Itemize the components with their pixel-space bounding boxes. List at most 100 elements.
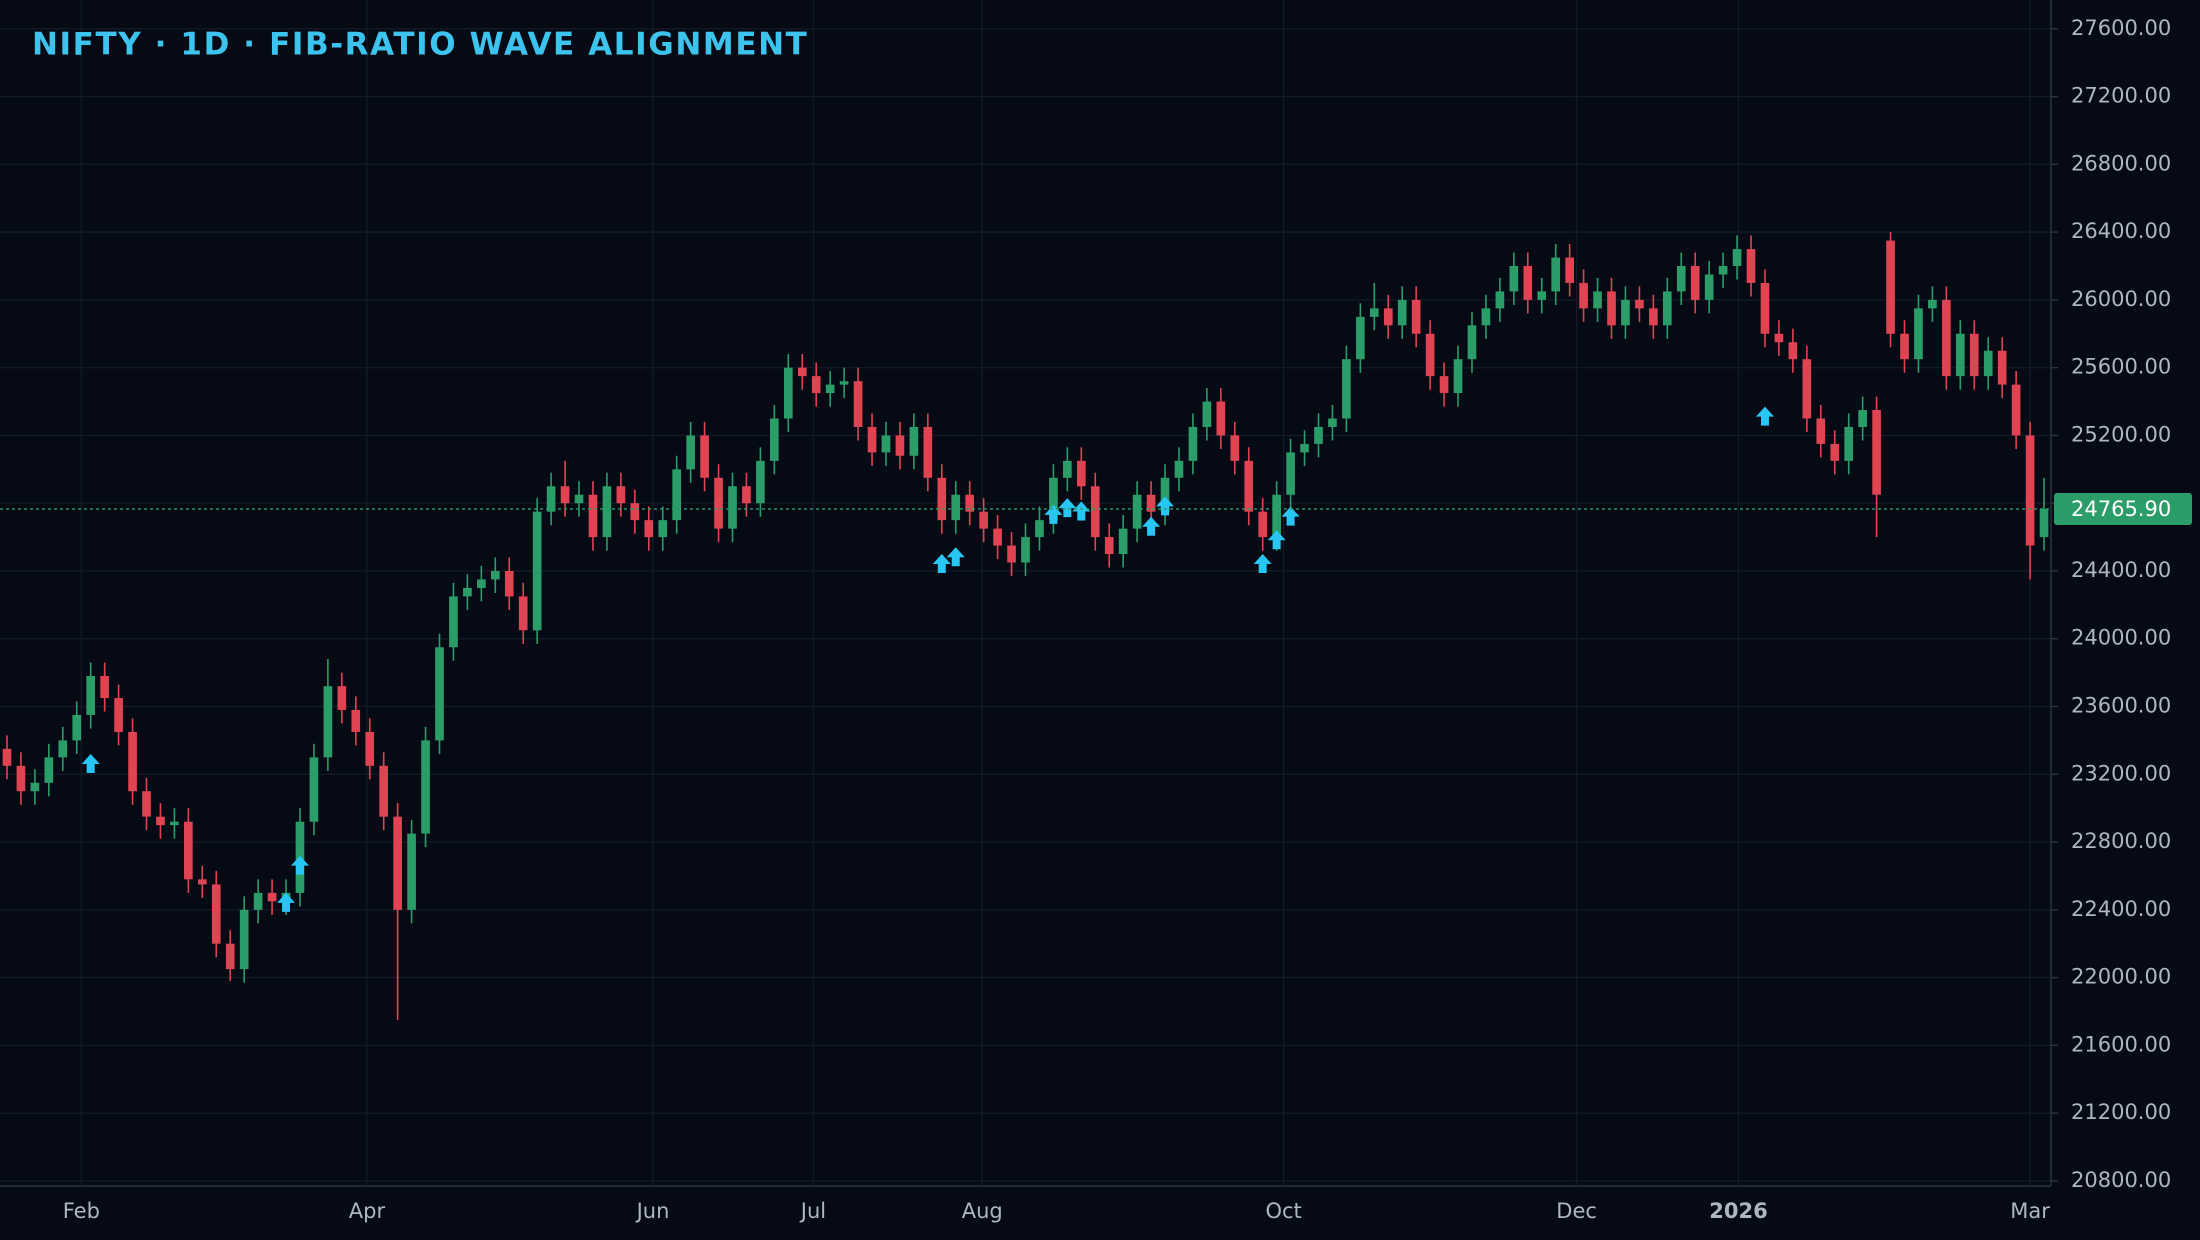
signal-arrow bbox=[277, 892, 296, 912]
candle-body bbox=[114, 698, 123, 732]
candle-body bbox=[1188, 426, 1198, 461]
candle-body bbox=[1690, 266, 1700, 300]
candle-body bbox=[477, 579, 486, 588]
candle-body bbox=[435, 647, 444, 741]
signal-arrow bbox=[1253, 554, 1272, 574]
last-price-box bbox=[2054, 492, 2192, 525]
candle-body bbox=[407, 833, 416, 910]
y-tick-label: 24400.00 bbox=[2071, 558, 2171, 582]
candle-body bbox=[142, 791, 151, 817]
signal-arrow bbox=[1156, 496, 1175, 516]
candle-body bbox=[1942, 299, 1951, 377]
candle-body bbox=[728, 486, 737, 529]
y-tick-label: 23200.00 bbox=[2071, 761, 2171, 785]
candle-body bbox=[1230, 435, 1240, 461]
candle-body bbox=[1425, 333, 1435, 377]
candle-body bbox=[923, 426, 933, 478]
candle-body bbox=[197, 879, 207, 885]
candle-body bbox=[2, 748, 12, 766]
candle-body bbox=[770, 418, 779, 461]
candle-body bbox=[323, 686, 333, 758]
candle-body bbox=[588, 494, 598, 538]
candle-body bbox=[714, 477, 723, 529]
candle-body bbox=[1816, 418, 1826, 444]
candle-body bbox=[1411, 299, 1421, 334]
candle-body bbox=[1216, 401, 1226, 436]
signal-arrow bbox=[1267, 530, 1286, 550]
candle-body bbox=[100, 676, 109, 699]
y-tick-label: 21200.00 bbox=[2071, 1100, 2171, 1124]
y-tick-label: 25200.00 bbox=[2071, 422, 2171, 446]
candle-body bbox=[532, 511, 542, 631]
candle-body bbox=[1537, 291, 1547, 300]
candle-body bbox=[1551, 257, 1561, 292]
candle-body bbox=[853, 381, 863, 427]
candle-body bbox=[1914, 308, 1923, 360]
candle-body bbox=[672, 469, 682, 521]
candle-body bbox=[1997, 350, 2007, 385]
candle-body bbox=[1593, 291, 1602, 309]
candle-body bbox=[811, 376, 821, 394]
y-tick-label: 23600.00 bbox=[2071, 694, 2171, 718]
candle-body bbox=[1146, 494, 1156, 512]
candle-body bbox=[1955, 333, 1965, 377]
candle-body bbox=[225, 943, 235, 970]
candle-body bbox=[616, 486, 626, 504]
candle-body bbox=[449, 596, 458, 648]
candle-body bbox=[504, 570, 514, 597]
x-tick-label: Aug bbox=[962, 1199, 1003, 1223]
y-tick-label: 21600.00 bbox=[2071, 1032, 2171, 1056]
candle-body bbox=[1983, 350, 1993, 377]
y-tick-label: 20800.00 bbox=[2071, 1168, 2171, 1192]
candle-body bbox=[560, 486, 570, 504]
candle-body bbox=[184, 821, 193, 880]
candle-body bbox=[463, 587, 472, 597]
x-tick-label: 2026 bbox=[1709, 1199, 1767, 1223]
candle-body bbox=[1928, 299, 1937, 309]
candle-body bbox=[881, 435, 891, 453]
signal-arrow bbox=[1281, 506, 1300, 526]
candle-body bbox=[742, 486, 751, 504]
candle-body bbox=[1704, 274, 1714, 300]
candle-body bbox=[1872, 410, 1881, 495]
candle-body bbox=[44, 757, 54, 783]
y-tick-label: 27200.00 bbox=[2071, 84, 2171, 108]
y-tick-label: 26000.00 bbox=[2071, 287, 2171, 311]
signal-arrow bbox=[290, 855, 309, 875]
candles bbox=[2, 232, 2049, 1020]
candle-body bbox=[1021, 537, 1030, 563]
candle-body bbox=[1718, 266, 1728, 275]
candle-body bbox=[379, 765, 389, 817]
candle-body bbox=[644, 520, 654, 538]
candle-body bbox=[393, 816, 402, 910]
candle-body bbox=[1802, 359, 1812, 419]
signal-arrow bbox=[932, 554, 951, 574]
candle-body bbox=[1397, 299, 1407, 326]
candle-body bbox=[2011, 384, 2021, 436]
candle-body bbox=[1369, 308, 1379, 317]
candle-body bbox=[1649, 308, 1658, 326]
candle-body bbox=[1662, 291, 1672, 326]
y-tick-label: 27600.00 bbox=[2071, 16, 2171, 40]
candle-body bbox=[1607, 291, 1616, 326]
candle-body bbox=[546, 486, 556, 512]
candle-body bbox=[1076, 460, 1086, 487]
candle-body bbox=[1286, 452, 1295, 495]
last-price-label: 24765.90 bbox=[2071, 497, 2171, 521]
chart-title: NIFTY · 1D · FIB-RATIO WAVE ALIGNMENT bbox=[32, 27, 808, 63]
signal-arrow bbox=[1072, 501, 1091, 521]
x-tick-label: Oct bbox=[1265, 1199, 1301, 1223]
candle-body bbox=[16, 765, 26, 792]
candle-body bbox=[756, 460, 765, 504]
candle-body bbox=[839, 381, 849, 385]
x-tick-label: Mar bbox=[2010, 1199, 2050, 1223]
candle-body bbox=[979, 511, 988, 529]
candle-body bbox=[156, 816, 165, 826]
candle-body bbox=[1202, 401, 1212, 427]
candle-body bbox=[965, 494, 975, 512]
candle-body bbox=[895, 435, 905, 456]
candle-body bbox=[1118, 528, 1128, 555]
candle-body bbox=[128, 731, 137, 792]
